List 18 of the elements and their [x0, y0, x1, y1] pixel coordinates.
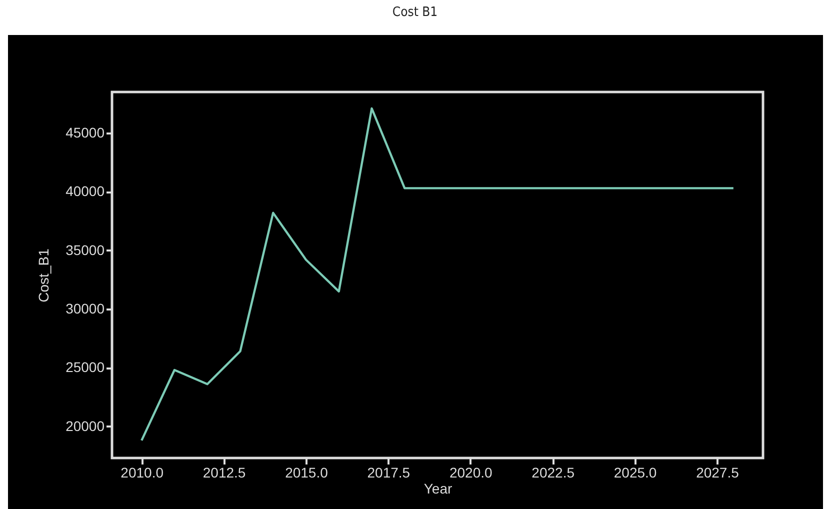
y-tick-label: 25000: [66, 359, 105, 376]
x-tick-label: 2010.0: [120, 464, 164, 480]
line-series: [140, 107, 735, 442]
y-tick-label: 20000: [66, 418, 105, 434]
x-tick-label: 2012.5: [202, 464, 246, 480]
y-axis-title: Cost_B1: [36, 248, 52, 302]
y-tick-label: 30000: [66, 300, 105, 317]
y-tick-label: 40000: [66, 183, 105, 200]
y-tick-label: 35000: [66, 242, 105, 258]
y-tick-label: 45000: [66, 124, 105, 141]
x-tick-label: 2020.0: [449, 464, 492, 480]
x-tick-label: 2022.5: [532, 464, 575, 480]
x-tick-label: 2017.5: [367, 464, 410, 480]
x-axis-title: Year: [424, 480, 452, 496]
x-tick-label: 2015.0: [285, 464, 328, 480]
x-tick-label: 2027.5: [696, 464, 740, 480]
chart-title: Cost B1: [391, 4, 439, 22]
x-tick-label: 2025.0: [614, 464, 657, 480]
